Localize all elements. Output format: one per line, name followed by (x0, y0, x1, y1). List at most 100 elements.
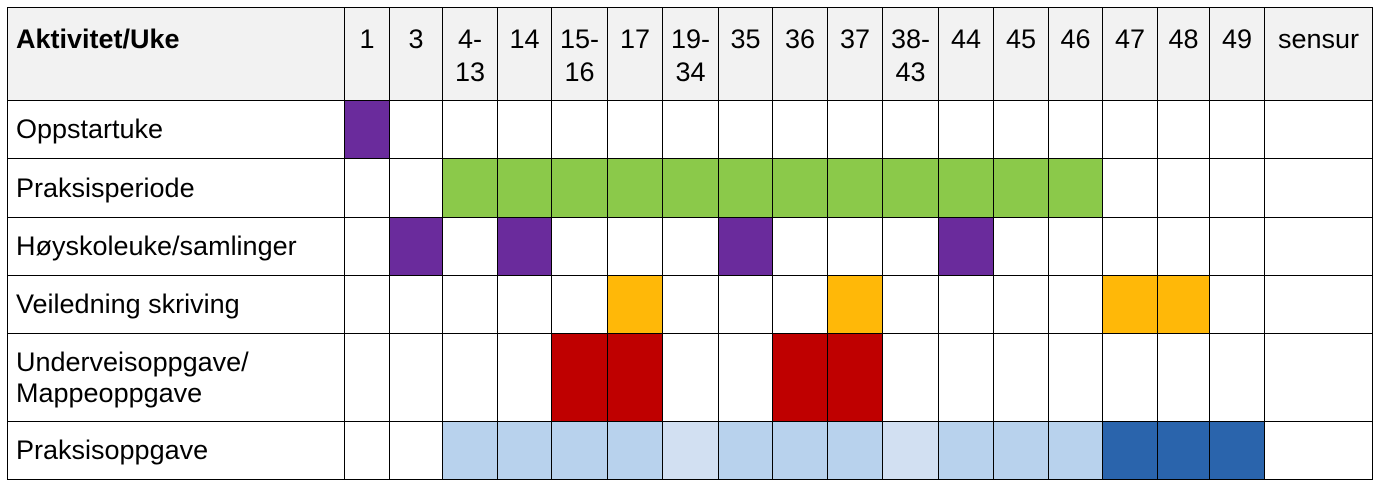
schedule-cell-empty (882, 100, 939, 159)
week-header: 36 (772, 7, 828, 101)
schedule-cell-filled (882, 421, 939, 480)
schedule-cell-filled (1157, 275, 1210, 334)
schedule-cell-empty (1264, 100, 1373, 159)
activity-label: Underveisoppgave/ Mappeoppgave (7, 333, 345, 422)
schedule-cell-empty (1157, 100, 1210, 159)
schedule-cell-empty (718, 333, 773, 422)
schedule-cell-empty (1264, 158, 1373, 218)
schedule-cell-empty (1209, 333, 1265, 422)
schedule-cell-filled (497, 421, 552, 480)
schedule-cell-empty (1157, 217, 1210, 276)
week-header: 14 (497, 7, 552, 101)
schedule-cell-filled (551, 421, 608, 480)
week-header: 38- 43 (882, 7, 939, 101)
activity-schedule-table: Aktivitet/Uke 1 3 4- 13 14 15- 16 17 19- 34 35 3… (7, 7, 1373, 480)
schedule-cell-empty (607, 217, 663, 276)
schedule-cell-empty (882, 217, 939, 276)
schedule-cell-filled (772, 158, 828, 218)
schedule-cell-filled (662, 158, 719, 218)
week-header: 44 (938, 7, 994, 101)
activity-row: Underveisoppgave/ Mappeoppgave (7, 333, 1373, 422)
activity-row: Praksisperiode (7, 158, 1373, 218)
schedule-cell-empty (551, 275, 608, 334)
schedule-cell-empty (662, 333, 719, 422)
week-header: 45 (993, 7, 1049, 101)
header-row: Aktivitet/Uke 1 3 4- 13 14 15- 16 17 19- 34 35 3… (7, 7, 1373, 101)
schedule-cell-empty (389, 275, 443, 334)
schedule-cell-empty (389, 158, 443, 218)
week-header: 3 (389, 7, 443, 101)
schedule-cell-filled (772, 333, 828, 422)
schedule-cell-empty (607, 100, 663, 159)
schedule-cell-filled (827, 158, 883, 218)
activity-row: Veiledning skriving (7, 275, 1373, 334)
schedule-cell-empty (662, 217, 719, 276)
schedule-cell-filled (551, 158, 608, 218)
schedule-cell-filled (993, 158, 1049, 218)
schedule-cell-empty (497, 275, 552, 334)
schedule-cell-filled (662, 421, 719, 480)
schedule-cell-empty (772, 217, 828, 276)
week-header: 4- 13 (442, 7, 498, 101)
activity-row: Høyskoleuke/samlinger (7, 217, 1373, 276)
schedule-cell-empty (1102, 100, 1158, 159)
activity-label: Oppstartuke (7, 100, 345, 159)
schedule-cell-empty (442, 333, 498, 422)
schedule-cell-filled (1157, 421, 1210, 480)
schedule-cell-empty (551, 100, 608, 159)
schedule-cell-empty (1048, 333, 1103, 422)
schedule-cell-filled (718, 158, 773, 218)
schedule-cell-filled (1102, 421, 1158, 480)
schedule-cell-filled (718, 421, 773, 480)
schedule-cell-empty (938, 275, 994, 334)
schedule-cell-empty (1209, 217, 1265, 276)
schedule-cell-empty (1264, 421, 1373, 480)
schedule-cell-empty (551, 217, 608, 276)
schedule-cell-empty (993, 100, 1049, 159)
schedule-cell-empty (1048, 100, 1103, 159)
schedule-cell-empty (772, 100, 828, 159)
schedule-cell-empty (1209, 158, 1265, 218)
schedule-cell-empty (827, 217, 883, 276)
schedule-cell-empty (389, 421, 443, 480)
schedule-cell-empty (1264, 333, 1373, 422)
week-header: 46 (1048, 7, 1103, 101)
week-header: 49 (1209, 7, 1265, 101)
schedule-cell-filled (827, 275, 883, 334)
week-header: 47 (1102, 7, 1158, 101)
schedule-cell-filled (497, 217, 552, 276)
week-header: 35 (718, 7, 773, 101)
activity-label: Høyskoleuke/samlinger (7, 217, 345, 276)
schedule-cell-empty (497, 333, 552, 422)
schedule-cell-filled (497, 158, 552, 218)
week-header: 48 (1157, 7, 1210, 101)
schedule-cell-empty (993, 275, 1049, 334)
schedule-cell-filled (551, 333, 608, 422)
schedule-cell-filled (1209, 421, 1265, 480)
schedule-cell-empty (662, 100, 719, 159)
schedule-cell-empty (882, 275, 939, 334)
schedule-cell-empty (772, 275, 828, 334)
schedule-cell-empty (344, 421, 390, 480)
schedule-cell-filled (718, 217, 773, 276)
schedule-cell-empty (344, 275, 390, 334)
schedule-cell-empty (718, 275, 773, 334)
schedule-cell-filled (344, 100, 390, 159)
schedule-cell-filled (442, 158, 498, 218)
schedule-cell-empty (389, 100, 443, 159)
schedule-cell-empty (1102, 333, 1158, 422)
header-activity-week-label: Aktivitet/Uke (7, 7, 345, 101)
activity-row: Oppstartuke (7, 100, 1373, 159)
schedule-cell-empty (442, 100, 498, 159)
schedule-cell-empty (1264, 217, 1373, 276)
schedule-cell-filled (938, 158, 994, 218)
schedule-cell-empty (662, 275, 719, 334)
schedule-cell-filled (1048, 158, 1103, 218)
schedule-cell-filled (938, 217, 994, 276)
schedule-cell-empty (938, 100, 994, 159)
schedule-cell-filled (938, 421, 994, 480)
schedule-cell-empty (882, 333, 939, 422)
schedule-cell-empty (344, 333, 390, 422)
schedule-cell-filled (607, 275, 663, 334)
schedule-cell-filled (1048, 421, 1103, 480)
